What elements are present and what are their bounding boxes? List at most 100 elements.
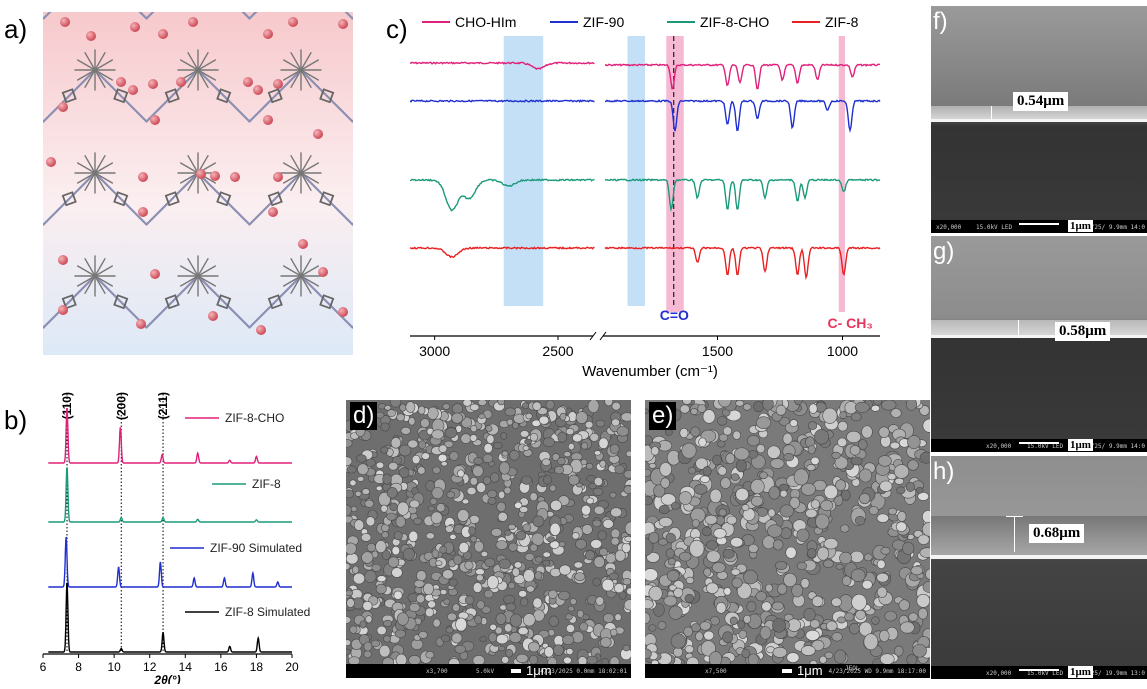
oxygen-atom bbox=[86, 31, 96, 41]
sem-d-scale-bar bbox=[511, 669, 521, 673]
framework-linker bbox=[197, 265, 217, 277]
oxygen-atom bbox=[150, 115, 160, 125]
crystal-grain bbox=[917, 607, 928, 620]
crystal-grain bbox=[746, 435, 761, 447]
crystal-grain bbox=[384, 405, 392, 411]
crystal-grain bbox=[819, 655, 827, 664]
crystal-grain bbox=[817, 546, 830, 561]
framework-linker bbox=[179, 59, 199, 71]
crystal-grain bbox=[587, 400, 600, 413]
crystal-grain bbox=[550, 499, 562, 512]
sem-image-e: e) x7,500 JEOL 4/23/2025 WD 9.9mm 18:17:… bbox=[645, 400, 930, 678]
crystal-grain bbox=[468, 526, 476, 536]
imidazolate-ring bbox=[267, 294, 283, 310]
crystal-grain bbox=[879, 629, 890, 642]
crystal-grain bbox=[916, 593, 930, 608]
crystal-grain bbox=[443, 598, 451, 605]
imidazolate-ring bbox=[61, 191, 77, 207]
oxygen-atom bbox=[318, 267, 328, 277]
oxygen-atom bbox=[150, 269, 160, 279]
crystal-grain bbox=[417, 405, 426, 415]
crystal-grain bbox=[364, 570, 377, 583]
crystal-grain bbox=[605, 553, 616, 564]
crystal-grain bbox=[907, 435, 921, 450]
crystal-grain bbox=[436, 503, 446, 513]
legend-label: ZIF-8-CHO bbox=[225, 411, 284, 425]
xrd-series-0 bbox=[48, 408, 292, 464]
crystal-grain bbox=[593, 505, 605, 515]
framework-bond bbox=[93, 171, 148, 226]
crystal-grain bbox=[659, 462, 672, 477]
crystal-grain bbox=[503, 486, 512, 495]
crystal-grain bbox=[390, 437, 402, 449]
crystal-grain bbox=[485, 425, 493, 432]
crystal-grain bbox=[494, 626, 503, 635]
crystal-grain bbox=[859, 492, 871, 505]
crystal-grain bbox=[887, 507, 898, 515]
sem-g-scale-label: 1μm bbox=[1068, 439, 1093, 451]
crystal-grain bbox=[718, 433, 729, 442]
crystal-grain bbox=[844, 612, 855, 622]
crystal-grain bbox=[500, 432, 508, 440]
crystal-grain bbox=[623, 470, 631, 479]
crystal-grain bbox=[418, 631, 428, 639]
crystal-grain bbox=[876, 513, 890, 523]
sem-g-scale-bar bbox=[1019, 442, 1059, 444]
oxygen-atom bbox=[298, 239, 308, 249]
framework-linker bbox=[84, 154, 96, 174]
peak-label: (110) bbox=[60, 392, 74, 419]
crystal-grain bbox=[400, 426, 411, 435]
crystal-grain bbox=[735, 459, 747, 473]
crystal-grain bbox=[645, 568, 659, 582]
crystal-grain bbox=[849, 550, 864, 563]
crystal-grain bbox=[472, 465, 484, 477]
crystal-grain bbox=[616, 426, 629, 437]
crystal-grain bbox=[767, 524, 783, 538]
crystal-grain bbox=[475, 574, 484, 582]
crystal-grain bbox=[722, 548, 735, 559]
crystal-grain bbox=[711, 562, 726, 573]
crystal-grain bbox=[593, 556, 605, 568]
crystal-grain bbox=[623, 485, 631, 495]
crystal-grain bbox=[381, 549, 391, 561]
crystal-grain bbox=[393, 590, 403, 600]
crystal-grain bbox=[854, 401, 870, 413]
sem-h-date: 11/25/ 19.9mm 13:0 bbox=[1079, 670, 1145, 677]
sem-image-h: h) 0.68μm x20,000 15.0kV LED 11/25/ 19.9… bbox=[931, 456, 1147, 679]
crystal-grain bbox=[780, 527, 792, 540]
crystal-grain bbox=[557, 590, 571, 601]
crystal-grain bbox=[713, 528, 727, 539]
crystal-grain bbox=[435, 560, 443, 567]
sem-e-mag: x7,500 bbox=[705, 668, 727, 675]
imidazolate-ring bbox=[216, 191, 232, 207]
crystal-grain bbox=[879, 653, 895, 665]
crystal-grain bbox=[515, 653, 529, 664]
crystal-grain bbox=[431, 429, 445, 440]
crystal-grain bbox=[509, 613, 523, 628]
crystal-grain bbox=[623, 599, 631, 611]
crystal-grain bbox=[506, 418, 514, 426]
oxygen-atom bbox=[188, 17, 198, 27]
crystal-grain bbox=[747, 449, 759, 459]
crystal-grain bbox=[741, 648, 751, 659]
crystal-grain bbox=[353, 519, 365, 531]
crystal-grain bbox=[453, 554, 463, 565]
crystal-grain bbox=[824, 651, 834, 659]
crystal-grain bbox=[589, 432, 599, 442]
crystal-grain bbox=[429, 497, 438, 505]
framework-linker bbox=[94, 69, 106, 89]
crystal-grain bbox=[839, 411, 847, 419]
crystal-grain bbox=[382, 473, 392, 485]
crystal-grain bbox=[767, 508, 776, 518]
crystal-grain bbox=[386, 409, 396, 417]
crystal-grain bbox=[417, 466, 426, 475]
x-axis-label: Wavenumber (cm⁻¹) bbox=[582, 363, 718, 380]
crystal-grain bbox=[610, 507, 623, 518]
crystal-grain bbox=[755, 591, 767, 602]
crystal-grain bbox=[915, 486, 924, 494]
crystal-grain bbox=[898, 599, 910, 611]
crystal-grain bbox=[552, 644, 564, 656]
crystal-grain bbox=[919, 547, 930, 558]
x-tick-label: 6 bbox=[40, 660, 47, 674]
crystal-grain bbox=[424, 607, 435, 618]
